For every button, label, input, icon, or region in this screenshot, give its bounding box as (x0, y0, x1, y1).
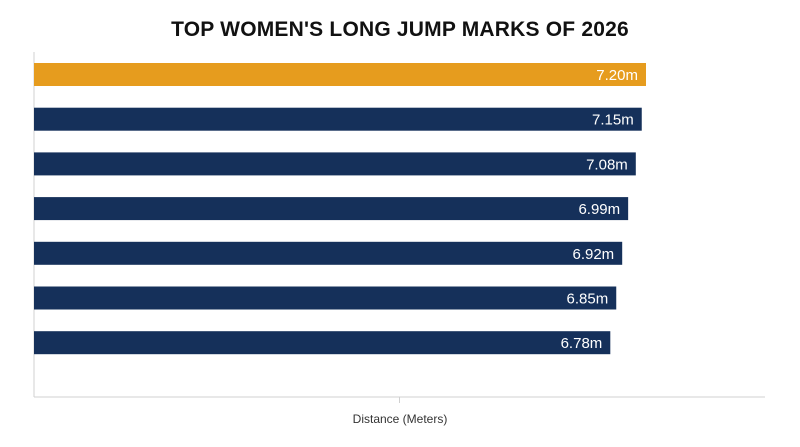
bar (34, 241, 623, 265)
bar (34, 197, 629, 221)
bar (34, 152, 636, 176)
bar-value-label: 7.15m (592, 112, 634, 129)
bar (34, 107, 642, 131)
bar-value-label: 6.99m (578, 201, 620, 218)
x-axis-label: Distance (Meters) (352, 412, 448, 426)
bar-value-label: 6.78m (561, 335, 603, 352)
bar-value-label: 7.08m (586, 156, 628, 173)
bar (34, 331, 611, 355)
bar (34, 63, 646, 86)
bar-value-label: 7.20m (596, 67, 638, 84)
bar-value-label: 6.92m (572, 246, 614, 263)
bar (34, 286, 617, 310)
chart-title: TOP WOMEN'S LONG JUMP MARKS OF 2026 (171, 18, 629, 41)
bar-value-label: 6.85m (567, 291, 609, 308)
